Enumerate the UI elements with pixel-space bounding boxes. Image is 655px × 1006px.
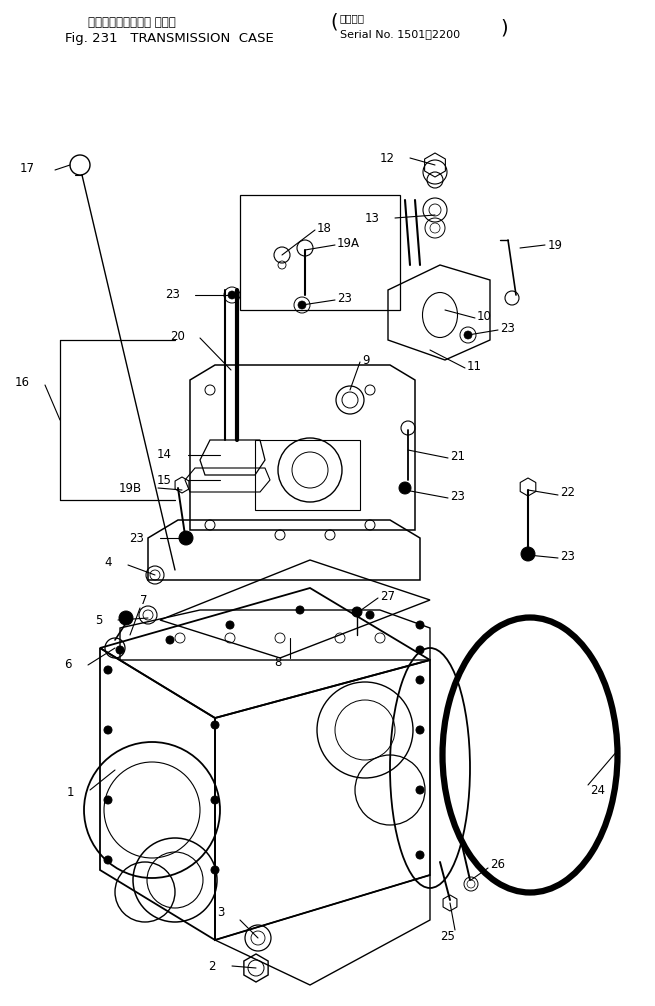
- Text: 13: 13: [365, 211, 380, 224]
- Text: 26: 26: [490, 857, 505, 870]
- Text: 9: 9: [362, 353, 369, 366]
- Circle shape: [352, 607, 362, 617]
- Text: (: (: [330, 12, 337, 31]
- Circle shape: [416, 646, 424, 654]
- Circle shape: [521, 547, 535, 561]
- Circle shape: [226, 621, 234, 629]
- Text: 2: 2: [208, 960, 216, 973]
- Text: 3: 3: [217, 905, 225, 918]
- Text: 6: 6: [64, 659, 72, 671]
- Text: 23: 23: [500, 322, 515, 335]
- Text: 7: 7: [140, 594, 147, 607]
- Text: 5: 5: [94, 614, 102, 627]
- Circle shape: [116, 646, 124, 654]
- Text: 16: 16: [15, 375, 30, 388]
- Text: 19: 19: [548, 238, 563, 252]
- Circle shape: [464, 331, 472, 339]
- Text: 23: 23: [129, 531, 144, 544]
- Circle shape: [416, 726, 424, 734]
- Text: 22: 22: [560, 487, 575, 500]
- Circle shape: [399, 482, 411, 494]
- Text: 25: 25: [441, 930, 455, 943]
- Circle shape: [104, 726, 112, 734]
- Text: Serial No. 1501～2200: Serial No. 1501～2200: [340, 29, 460, 39]
- Circle shape: [166, 636, 174, 644]
- Circle shape: [416, 621, 424, 629]
- Circle shape: [296, 606, 304, 614]
- Circle shape: [179, 531, 193, 545]
- Text: 23: 23: [337, 292, 352, 305]
- Circle shape: [298, 301, 306, 309]
- Text: 11: 11: [467, 359, 482, 372]
- Text: 27: 27: [380, 590, 395, 603]
- Circle shape: [104, 856, 112, 864]
- Text: Fig. 231   TRANSMISSION  CASE: Fig. 231 TRANSMISSION CASE: [65, 31, 274, 44]
- Text: 20: 20: [170, 330, 185, 342]
- Text: 19B: 19B: [119, 482, 142, 495]
- Text: 14: 14: [157, 449, 172, 462]
- Circle shape: [104, 666, 112, 674]
- Circle shape: [366, 611, 374, 619]
- Circle shape: [416, 786, 424, 794]
- Circle shape: [211, 796, 219, 804]
- Text: 23: 23: [450, 490, 465, 503]
- Text: 23: 23: [165, 289, 180, 302]
- Circle shape: [228, 291, 236, 299]
- Text: 12: 12: [380, 152, 395, 165]
- Circle shape: [119, 611, 133, 625]
- Circle shape: [416, 676, 424, 684]
- Circle shape: [211, 866, 219, 874]
- Text: 24: 24: [590, 784, 605, 797]
- Text: 17: 17: [20, 162, 35, 174]
- Text: 適用号機: 適用号機: [340, 13, 365, 23]
- Circle shape: [416, 851, 424, 859]
- Text: 10: 10: [477, 310, 492, 323]
- Circle shape: [104, 796, 112, 804]
- Text: 1: 1: [67, 786, 74, 799]
- Text: 21: 21: [450, 450, 465, 463]
- Text: ): ): [500, 18, 508, 37]
- Text: 15: 15: [157, 474, 172, 487]
- Text: 18: 18: [317, 221, 332, 234]
- Circle shape: [211, 721, 219, 729]
- Text: 4: 4: [105, 556, 112, 569]
- Text: トランスミッション ケース: トランスミッション ケース: [88, 15, 176, 28]
- Text: 23: 23: [560, 549, 575, 562]
- Text: 8: 8: [274, 656, 282, 669]
- Text: 19A: 19A: [337, 236, 360, 249]
